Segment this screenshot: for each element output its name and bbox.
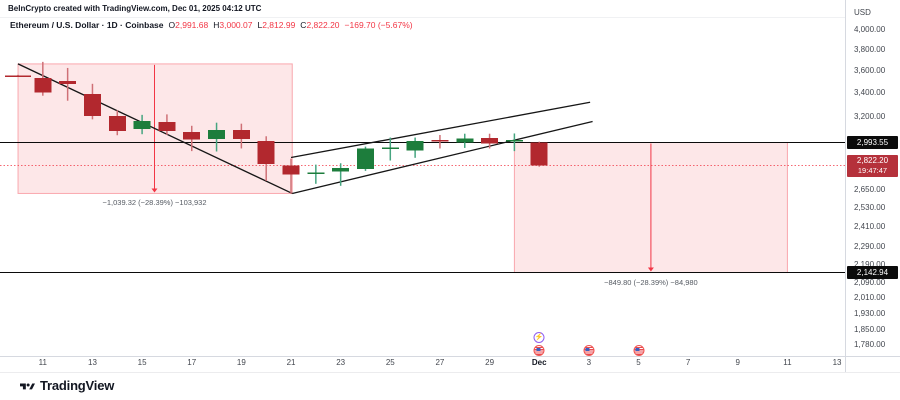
time-tick-11: 11 xyxy=(783,358,792,367)
header-divider xyxy=(0,17,845,18)
candle-nov-12 xyxy=(59,80,77,84)
channel-lower-line xyxy=(292,120,593,195)
price-tick: 4,000.00 xyxy=(854,25,886,35)
us-economic-event-icon[interactable] xyxy=(583,345,595,356)
price-tick: 3,400.00 xyxy=(854,88,886,98)
price-tick: 1,930.00 xyxy=(854,308,886,318)
candle-nov-13 xyxy=(83,93,101,116)
candle-nov-21 xyxy=(282,165,300,175)
price-tick: 2,650.00 xyxy=(854,185,886,195)
candle-nov-19 xyxy=(232,129,250,139)
right-drop-projection-label: −849.80 (−28.39%) −84,980 xyxy=(604,277,698,287)
downtrend-line xyxy=(17,63,293,195)
ohlc-value: 2,991.68 xyxy=(175,20,209,30)
footer-divider xyxy=(0,372,900,373)
price-tick: 1,850.00 xyxy=(854,325,886,335)
tradingview-logo-icon xyxy=(20,382,35,389)
currency-label: USD xyxy=(854,8,871,17)
ohlc-key: L xyxy=(257,20,263,30)
attribution-text: BeInCrypto created with TradingView.com,… xyxy=(8,4,262,13)
change-value: −169.70 (−5.67%) xyxy=(344,20,413,30)
time-tick-29: 29 xyxy=(485,358,495,367)
candle-nov-16 xyxy=(158,121,176,131)
candle-nov-10 xyxy=(5,75,31,78)
time-tick-17: 17 xyxy=(187,358,197,367)
candle-nov-22 xyxy=(307,172,325,175)
current-price-countdown-label: 2,822.20 19:47:47 xyxy=(847,155,898,178)
candle-dec-1 xyxy=(530,142,548,166)
candle-nov-11 xyxy=(34,77,52,93)
candle-nov-14 xyxy=(108,115,126,131)
time-tick-13: 13 xyxy=(832,358,842,367)
candle-nov-15 xyxy=(133,120,151,129)
candle-nov-26 xyxy=(406,140,424,151)
time-tick-5: 5 xyxy=(636,358,641,367)
ohlc-key: H xyxy=(213,20,220,30)
candle-nov-23 xyxy=(332,167,350,172)
price-line-label: 2,142.94 xyxy=(847,266,898,280)
time-tick-27: 27 xyxy=(435,358,445,367)
ohlc-values: O2,991.68 H3,000.07 L2,812.99 C2,822.20 xyxy=(164,20,340,30)
price-tick: 3,600.00 xyxy=(854,66,886,76)
us-economic-event-icon[interactable] xyxy=(533,345,545,356)
crypto-event-icon[interactable]: ⚡ xyxy=(533,332,545,343)
ohlc-value: 2,822.20 xyxy=(306,20,340,30)
ohlc-value: 3,000.07 xyxy=(219,20,253,30)
candle-nov-29 xyxy=(481,137,499,144)
candle-nov-27 xyxy=(431,140,449,142)
time-tick-7: 7 xyxy=(685,358,691,367)
price-tick: 2,410.00 xyxy=(854,222,886,232)
ohlc-value: 2,812.99 xyxy=(262,20,296,30)
tradingview-logo[interactable]: TradingView xyxy=(20,378,114,393)
ohlc-key: C xyxy=(300,20,307,30)
time-tick-3: 3 xyxy=(586,358,592,367)
tradingview-logo-text: TradingView xyxy=(40,378,115,393)
price-tick: 2,010.00 xyxy=(854,292,886,302)
right-drop-projection-arrowhead xyxy=(647,267,654,272)
price-tick: 2,530.00 xyxy=(854,203,886,213)
channel-upper-line xyxy=(290,101,591,159)
left-drop-projection-label: −1,039.32 (−28.39%) −103,932 xyxy=(102,198,207,208)
time-tick-21: 21 xyxy=(286,358,296,367)
price-tick: 1,780.00 xyxy=(854,340,886,350)
candle-nov-28 xyxy=(456,138,474,143)
time-tick-13: 13 xyxy=(88,358,97,367)
candle-nov-25 xyxy=(381,147,399,149)
time-tick-11: 11 xyxy=(38,358,47,367)
candlestick-chart-pane[interactable] xyxy=(0,0,845,356)
ohlc-key: O xyxy=(168,20,176,30)
time-axis-divider xyxy=(0,356,900,357)
time-tick-15: 15 xyxy=(137,358,147,367)
candle-nov-20 xyxy=(257,140,275,164)
price-tick: 3,800.00 xyxy=(854,45,886,55)
price-axis[interactable]: USD 4,000.00 3,800.00 3,600.00 3,400.00 3,20… xyxy=(845,0,900,372)
price-tick: 3,200.00 xyxy=(854,112,886,122)
price-line-label: 2,993.55 xyxy=(847,136,898,149)
left-drop-projection-arrowhead xyxy=(151,188,158,193)
price-tick: 2,190.00 xyxy=(854,259,886,269)
candle-nov-18 xyxy=(208,129,226,139)
price-tick: 2,090.00 xyxy=(854,277,886,287)
time-tick-9: 9 xyxy=(735,358,740,367)
time-tick-23: 23 xyxy=(336,358,346,367)
time-tick-25: 25 xyxy=(385,358,395,367)
us-economic-event-icon[interactable] xyxy=(633,345,644,356)
symbol-legend: Ethereum / U.S. Dollar · 1D · Coinbase O2… xyxy=(10,20,413,30)
price-tick: 2,290.00 xyxy=(854,242,886,252)
time-tick-19: 19 xyxy=(236,358,246,367)
symbol-title: Ethereum / U.S. Dollar · 1D · Coinbase xyxy=(10,20,164,30)
time-tick-dec: Dec xyxy=(531,358,547,367)
candle-nov-17 xyxy=(183,131,201,140)
candle-nov-30 xyxy=(505,140,523,142)
candle-nov-24 xyxy=(356,148,374,169)
